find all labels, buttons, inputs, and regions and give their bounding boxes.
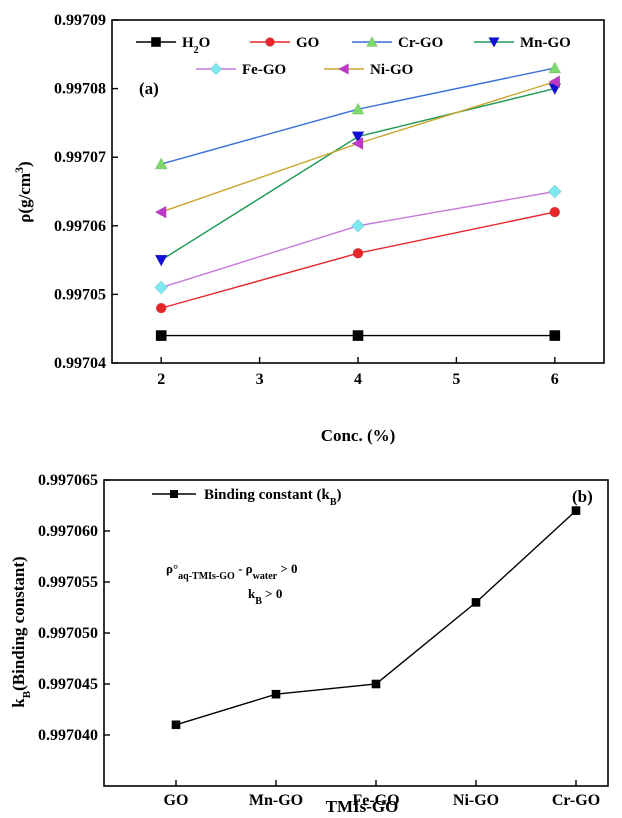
series-line-binding-constant bbox=[175, 510, 577, 726]
legend-label-binding: Binding constant (kB) bbox=[204, 487, 342, 508]
series-line-fe-go bbox=[160, 190, 555, 289]
data-point-cr-go bbox=[548, 61, 562, 74]
annotation-density-difference: ρ°aq-TMIs-GO - ρwater > 0 bbox=[166, 561, 298, 582]
panel-a: 2 3 4 5 6 0.99704 0.99705 0.99706 0.99707 0.99708… bbox=[12, 12, 605, 445]
data-point-mn-go bbox=[154, 254, 168, 267]
x-tick-label-a: 5 bbox=[452, 371, 460, 388]
x-tick-label-b: Fe-GO bbox=[352, 792, 399, 809]
legend-marker-mn-go bbox=[488, 37, 500, 49]
x-tick-label-a: 3 bbox=[256, 371, 264, 388]
legend-label-fe-go: Fe-GO bbox=[242, 62, 286, 78]
x-tick-label-a: 4 bbox=[354, 371, 362, 388]
plot-frame-a bbox=[111, 19, 605, 364]
data-point-binding-constant bbox=[271, 689, 281, 699]
y-tick-label-b: 0.997050 bbox=[38, 625, 98, 642]
data-point-mn-go bbox=[351, 131, 365, 144]
x-tick-label-b: GO bbox=[164, 792, 189, 809]
legend-label-cr-go: Cr-GO bbox=[398, 35, 443, 51]
data-point-ni-go bbox=[154, 205, 167, 219]
legend-label-mn-go: Mn-GO bbox=[520, 35, 571, 51]
annotation-kb-positive: kB > 0 bbox=[248, 586, 282, 607]
plot-frame-b bbox=[103, 479, 609, 787]
data-point-go bbox=[155, 302, 167, 314]
data-point-binding-constant bbox=[171, 720, 181, 730]
legend-label-h2o: H2O bbox=[182, 35, 210, 56]
y-axis-label-a: ρ(g/cm3) bbox=[12, 161, 34, 222]
data-point-ni-go bbox=[351, 136, 364, 150]
x-tick-label-a: 6 bbox=[551, 371, 559, 388]
legend-marker-go bbox=[265, 37, 275, 47]
legend-marker-binding bbox=[170, 490, 178, 498]
legend-marker-h2o bbox=[151, 37, 161, 47]
y-tick-label-a: 0.99707 bbox=[54, 149, 106, 166]
data-point-fe-go bbox=[547, 184, 562, 199]
data-point-h2o bbox=[549, 330, 561, 341]
data-point-cr-go bbox=[154, 157, 168, 170]
data-point-go bbox=[549, 206, 561, 218]
legend-marker-fe-go bbox=[209, 62, 223, 76]
x-axis-label-b: TMIs-GO bbox=[326, 797, 399, 816]
x-axis-label-a: Conc. (%) bbox=[321, 426, 396, 445]
data-point-go bbox=[352, 247, 364, 259]
y-tick-label-a: 0.99704 bbox=[54, 355, 106, 372]
y-axis-label-b: kB(Binding constant) bbox=[9, 556, 33, 707]
data-point-binding-constant bbox=[471, 598, 481, 607]
data-point-ni-go bbox=[548, 75, 561, 89]
x-tick-label-b: Ni-GO bbox=[453, 792, 499, 809]
data-point-fe-go bbox=[154, 280, 169, 295]
legend-label-ni-go: Ni-GO bbox=[370, 62, 413, 78]
y-tick-label-a: 0.99708 bbox=[54, 81, 106, 98]
legend-a: H2O GO Cr-GO Mn-GO Fe-GO Ni-GO bbox=[136, 35, 571, 78]
y-tick-label-b: 0.997040 bbox=[38, 727, 98, 744]
series-line-cr-go bbox=[161, 67, 555, 165]
legend-label-go: GO bbox=[296, 35, 319, 51]
legend-marker-ni-go bbox=[337, 63, 349, 75]
panel-label-b: (b) bbox=[572, 487, 593, 506]
data-point-binding-constant bbox=[371, 679, 381, 689]
y-tick-label-a: 0.99706 bbox=[54, 218, 106, 235]
legend-b: Binding constant (kB) bbox=[152, 487, 342, 508]
y-tick-label-b: 0.997045 bbox=[38, 676, 98, 693]
data-point-h2o bbox=[352, 330, 364, 341]
y-tick-label-b: 0.997065 bbox=[38, 472, 98, 489]
y-tick-label-a: 0.99709 bbox=[54, 12, 106, 29]
y-tick-label-b: 0.997060 bbox=[38, 523, 98, 540]
x-tick-label-b: Mn-GO bbox=[249, 792, 303, 809]
y-tick-label-a: 0.99705 bbox=[54, 286, 106, 303]
panel-label-a: (a) bbox=[139, 79, 159, 98]
data-point-binding-constant bbox=[571, 506, 581, 515]
data-point-fe-go bbox=[351, 218, 365, 233]
data-point-h2o bbox=[155, 330, 167, 341]
x-tick-label-b: Cr-GO bbox=[552, 792, 600, 809]
data-point-cr-go bbox=[351, 102, 365, 115]
legend-marker-cr-go bbox=[366, 35, 378, 47]
y-tick-label-b: 0.997055 bbox=[38, 574, 98, 591]
panel-b: GO Mn-GO Fe-GO Ni-GO Cr-GO 0.997040 0.997045 0.… bbox=[9, 472, 609, 816]
x-tick-label-a: 2 bbox=[157, 371, 165, 388]
